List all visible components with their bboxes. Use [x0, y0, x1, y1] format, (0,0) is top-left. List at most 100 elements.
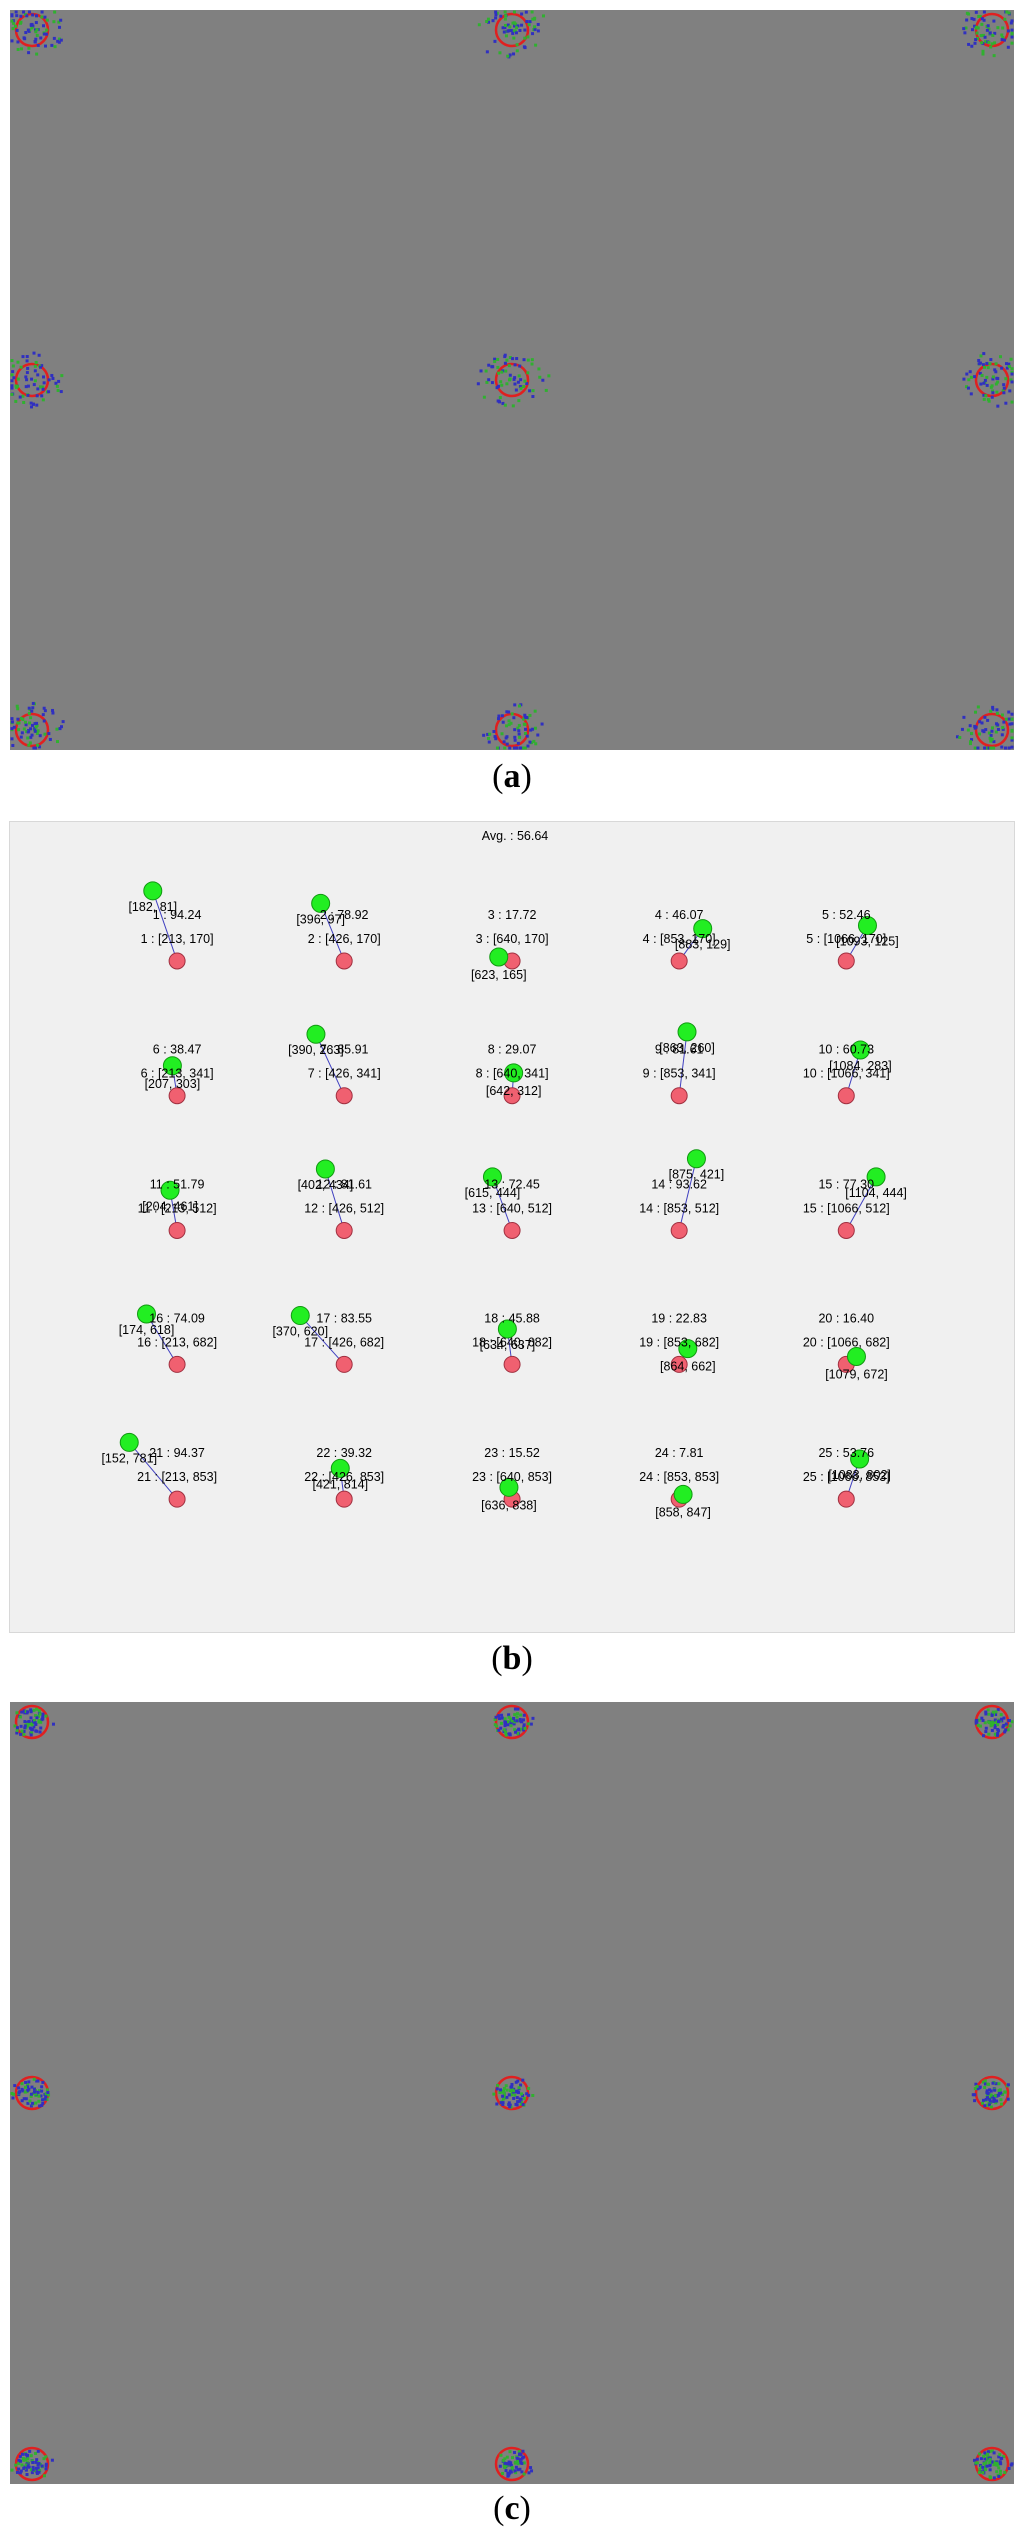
gaze-sample: [1000, 1717, 1004, 1721]
gaze-sample: [498, 2464, 502, 2468]
estimate-coord-label: [623, 165]: [471, 968, 527, 982]
gaze-sample: [501, 2458, 505, 2462]
gaze-sample: [989, 2105, 993, 2109]
estimate-coord-label: [402, 434]: [298, 1178, 354, 1192]
gaze-sample: [1007, 746, 1011, 750]
gaze-sample: [995, 390, 999, 394]
gaze-sample: [996, 377, 1000, 381]
estimate-coord-label: [204, 461]: [142, 1199, 198, 1213]
gaze-sample: [985, 2464, 989, 2468]
gaze-sample: [519, 378, 523, 382]
gaze-sample: [36, 373, 40, 377]
gaze-sample: [962, 377, 966, 381]
gaze-sample: [988, 31, 992, 35]
gaze-sample: [975, 2084, 979, 2088]
target-coord-label: 13 : [640, 512]: [472, 1201, 552, 1215]
gaze-sample: [965, 11, 969, 15]
average-error-label: Avg. : 56.64: [482, 829, 549, 843]
gaze-sample: [29, 2468, 33, 2472]
gaze-sample: [37, 1709, 41, 1713]
gaze-sample: [973, 2099, 977, 2103]
gaze-sample: [990, 1728, 994, 1732]
gaze-sample: [516, 2457, 520, 2461]
gaze-cluster-8: [494, 2446, 534, 2482]
gaze-sample: [482, 395, 486, 399]
gaze-sample: [57, 20, 61, 24]
gaze-sample: [518, 746, 522, 750]
estimate-coord-label: [390, 263]: [288, 1043, 344, 1057]
gaze-sample: [974, 710, 978, 714]
gaze-sample: [993, 1720, 997, 1724]
gaze-sample: [513, 1728, 517, 1732]
gaze-sample: [488, 732, 492, 736]
gaze-sample: [26, 384, 30, 388]
estimate-marker: [686, 1149, 706, 1169]
target-marker: [168, 1355, 186, 1373]
gaze-sample: [974, 2082, 978, 2086]
gaze-cluster-7: [10, 701, 65, 750]
gaze-sample: [37, 1719, 41, 1723]
gaze-sample: [987, 746, 991, 750]
gaze-sample: [513, 703, 517, 707]
gaze-sample: [977, 15, 981, 19]
gaze-sample: [992, 740, 996, 744]
gaze-sample: [12, 2092, 16, 2096]
target-coord-label: 7 : [426, 341]: [308, 1067, 381, 1081]
gaze-sample: [35, 723, 39, 727]
gaze-sample: [985, 2458, 989, 2462]
gaze-sample: [526, 744, 530, 748]
gaze-sample: [992, 2451, 996, 2455]
caption-b-letter: b: [502, 1640, 522, 1677]
gaze-sample: [995, 2470, 999, 2474]
target-marker: [503, 1087, 521, 1105]
gaze-sample: [997, 2091, 1001, 2095]
gaze-sample: [987, 1720, 991, 1724]
gaze-sample: [33, 722, 37, 726]
estimate-marker: [162, 1056, 182, 1076]
gaze-sample: [485, 380, 489, 384]
calibration-point-25: 25 : 53.76 25 : [1066, 853][1083, 802]: [803, 1446, 891, 1508]
estimate-marker: [143, 881, 163, 901]
gaze-sample: [507, 29, 511, 33]
gaze-sample: [34, 2092, 38, 2096]
gaze-cluster-5: [476, 353, 551, 408]
gaze-sample: [16, 717, 20, 721]
gaze-sample: [35, 2466, 39, 2470]
gaze-sample: [45, 18, 49, 22]
gaze-sample: [980, 374, 984, 378]
gaze-sample: [991, 707, 995, 711]
gaze-sample: [998, 2472, 1002, 2476]
gaze-sample: [42, 2457, 46, 2461]
error-vector: [324, 1168, 345, 1231]
gaze-sample: [983, 2082, 987, 2086]
estimate-coord-label: [1084, 283]: [829, 1059, 892, 1073]
gaze-sample: [1003, 1730, 1007, 1734]
gaze-sample: [499, 1726, 503, 1730]
gaze-sample: [996, 723, 1000, 727]
gaze-sample: [987, 2103, 991, 2107]
gaze-sample: [977, 358, 981, 362]
gaze-sample: [530, 2469, 534, 2473]
gaze-sample: [24, 31, 28, 35]
gaze-sample: [958, 736, 962, 740]
target-coord-label: 18 : [640, 682]: [472, 1335, 552, 1349]
gaze-sample: [16, 47, 20, 51]
gaze-sample: [47, 378, 51, 382]
gaze-sample: [33, 729, 37, 733]
gaze-sample: [506, 1732, 510, 1736]
calibration-point-16: 16 : 74.09 16 : [213, 682][174, 618]: [119, 1304, 217, 1373]
gaze-sample: [513, 2461, 517, 2465]
gaze-sample: [33, 1719, 37, 1723]
target-coord-label: 3 : [640, 170]: [476, 932, 549, 946]
gaze-sample: [26, 1724, 30, 1728]
gaze-sample: [509, 2470, 513, 2474]
estimate-marker: [330, 1458, 350, 1478]
gaze-sample: [25, 355, 29, 359]
estimate-coord-label: [642, 312]: [486, 1084, 542, 1098]
gaze-sample: [502, 2086, 506, 2090]
estimate-marker: [850, 1040, 870, 1060]
gaze-sample: [494, 13, 498, 17]
gaze-sample: [494, 10, 498, 14]
estimate-coord-label: [863, 260]: [659, 1041, 715, 1055]
gaze-sample: [503, 17, 507, 21]
